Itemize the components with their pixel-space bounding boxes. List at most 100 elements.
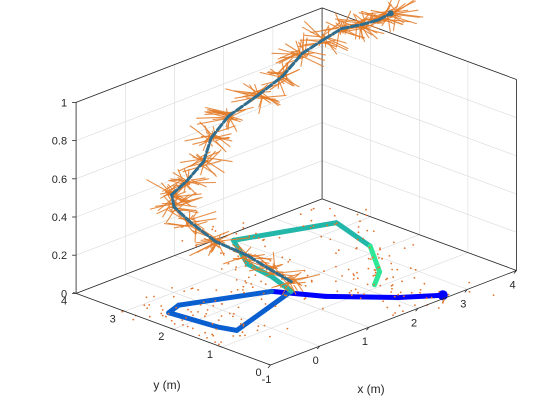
point <box>269 335 271 338</box>
point <box>217 319 220 321</box>
point <box>396 268 399 271</box>
point <box>250 283 253 285</box>
point-ray <box>337 20 362 29</box>
point <box>211 322 214 325</box>
point <box>335 280 337 283</box>
point <box>350 290 353 292</box>
point-ray <box>361 27 385 35</box>
y-axis-label: y (m) <box>153 378 180 392</box>
point <box>388 255 391 257</box>
point <box>322 307 324 310</box>
point-ray <box>163 223 188 227</box>
point-ray <box>196 118 226 125</box>
x-tick-label: 3 <box>460 298 466 310</box>
point <box>202 301 205 304</box>
point <box>283 294 286 296</box>
point-ray <box>205 106 228 114</box>
point-ray <box>392 16 396 32</box>
y-tick-mark <box>170 327 174 330</box>
point-ray <box>253 268 275 275</box>
point-ray <box>187 169 190 179</box>
point <box>335 222 338 225</box>
trajectory-segment <box>209 114 230 140</box>
point-ray <box>358 12 379 18</box>
y-tick-mark <box>121 309 125 312</box>
point <box>310 280 313 283</box>
point <box>198 334 201 337</box>
point-ray <box>360 28 373 36</box>
point <box>212 334 215 337</box>
point <box>206 309 209 311</box>
point-ray <box>269 72 286 75</box>
point <box>257 237 260 239</box>
point <box>381 257 383 260</box>
point <box>392 314 394 316</box>
point <box>242 285 245 288</box>
trajectory-segment <box>170 179 188 197</box>
point <box>249 262 251 265</box>
point-ray <box>286 283 295 292</box>
point <box>190 311 193 313</box>
point <box>355 247 358 250</box>
x-tick-mark <box>366 326 370 331</box>
point-ray <box>278 48 299 56</box>
x-tick-label: 4 <box>509 280 515 292</box>
point-ray <box>385 0 392 14</box>
point <box>410 291 413 294</box>
point <box>369 258 372 260</box>
point <box>303 269 306 272</box>
point <box>437 307 440 309</box>
front-axes-edges <box>72 102 517 369</box>
point-ray <box>156 206 172 215</box>
ground-trajectory-segment <box>166 310 220 330</box>
point <box>191 287 194 290</box>
point <box>323 270 325 273</box>
point <box>299 213 302 216</box>
point <box>182 324 184 326</box>
point-ray <box>269 78 288 91</box>
point <box>423 282 426 285</box>
point <box>214 230 217 232</box>
point <box>257 325 260 327</box>
point-ray <box>223 254 250 265</box>
point <box>357 291 359 294</box>
point <box>211 228 214 231</box>
point-ray <box>294 273 321 281</box>
point-ray <box>202 133 211 152</box>
point <box>239 334 241 337</box>
point <box>352 273 355 275</box>
point-ray <box>174 177 184 181</box>
point <box>492 294 495 296</box>
point <box>443 299 445 301</box>
x-tick-label: 1 <box>362 336 368 348</box>
point <box>235 279 238 281</box>
ground-trajectory-segment <box>230 220 339 243</box>
point <box>378 266 381 268</box>
y-tick-label: 1 <box>207 349 213 361</box>
point <box>372 230 375 233</box>
point <box>312 207 315 210</box>
point <box>354 288 357 291</box>
point-ray <box>334 18 363 22</box>
point-ray <box>212 230 230 239</box>
point <box>215 289 218 291</box>
point-ray <box>337 19 366 24</box>
point <box>374 271 377 274</box>
point <box>263 238 265 241</box>
point-ray <box>204 150 216 164</box>
point <box>171 287 173 289</box>
point <box>153 295 155 298</box>
point-ray <box>302 32 305 50</box>
point <box>214 341 217 343</box>
point-ray <box>259 71 282 78</box>
point-ray <box>154 204 171 207</box>
point <box>312 225 315 227</box>
point <box>263 324 266 327</box>
x-tick-mark <box>267 364 271 369</box>
point <box>334 223 336 226</box>
point <box>197 289 200 291</box>
grid-line <box>321 122 517 195</box>
point-ray <box>392 14 402 18</box>
point-ray <box>272 251 276 268</box>
